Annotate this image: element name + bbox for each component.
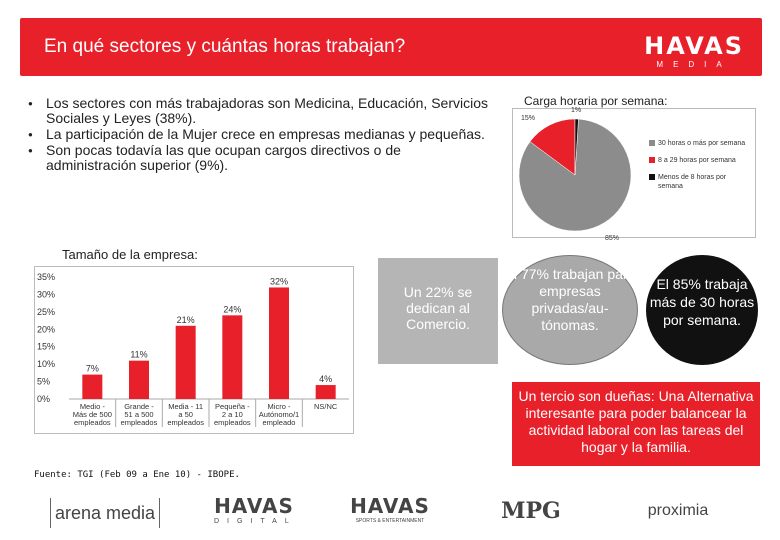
bar-data-label: 21% xyxy=(177,315,195,325)
bar xyxy=(315,385,336,399)
pie-chart-panel: Carga horaria por semana: 15% 1% 85% 30 … xyxy=(510,92,756,244)
y-tick-label: 5% xyxy=(37,377,50,387)
legend-label: 30 horas o más por semana xyxy=(658,140,746,147)
pie-chart xyxy=(518,118,632,232)
footer-logos: arena media HAVAS DIGITAL HAVAS SPORTS &… xyxy=(0,492,780,532)
x-category-label: Media - 11 xyxy=(168,402,203,411)
legend-swatch xyxy=(649,174,655,180)
bar-chart-section: 35% 30% 25% 20% 15% 10% 5% 0% 7% Medio - Más de 50… xyxy=(34,244,354,434)
pie-slice xyxy=(574,118,579,176)
legend-item: Menos de 8 horas por semana xyxy=(649,173,749,191)
bar xyxy=(82,374,103,399)
legend-item: 30 horas o más por semana xyxy=(649,139,749,148)
y-tick-label: 0% xyxy=(37,394,50,404)
x-category-label: Grande - xyxy=(124,402,154,411)
x-category-label: Autónomo/1 xyxy=(259,410,299,419)
pie-legend: 30 horas o más por semana 8 a 29 horas p… xyxy=(649,139,749,199)
bullet-item: Son pocas todavía las que ocupan cargos … xyxy=(28,143,488,173)
page-title: En qué sectores y cuántas horas trabajan… xyxy=(44,36,406,57)
x-category-label: Pequeña - xyxy=(215,402,250,411)
y-tick-label: 30% xyxy=(37,289,55,299)
proximia-logo: proximia xyxy=(647,502,709,519)
y-tick-label: 25% xyxy=(37,307,55,317)
havas-sports-main: HAVAS xyxy=(350,494,430,518)
legend-swatch xyxy=(649,157,655,163)
bar-data-label: 24% xyxy=(223,304,241,314)
bar-data-label: 32% xyxy=(270,276,288,286)
title-banner: En qué sectores y cuántas horas trabajan… xyxy=(20,18,762,76)
media-logo-text: MEDIA xyxy=(656,60,732,69)
x-category-label: empleado xyxy=(263,418,296,427)
havas-media-logo: HAVAS MEDIA xyxy=(644,32,744,69)
havas-logo-text: HAVAS xyxy=(644,32,744,60)
y-tick-label: 10% xyxy=(37,359,55,369)
bar-chart: 35% 30% 25% 20% 15% 10% 5% 0% 7% Medio -Más de 50… xyxy=(37,272,349,427)
private-companies-callout: El 77% trabajan para empresas privadas/a… xyxy=(502,255,638,365)
pie-label-15: 15% xyxy=(521,115,536,122)
legend-label: 8 a 29 horas por semana xyxy=(658,157,736,164)
bar xyxy=(222,315,243,399)
legend-item: 8 a 29 horas por semana xyxy=(649,156,749,165)
pie-chart-title: Carga horaria por semana: xyxy=(524,94,668,108)
x-category-label: Medio - xyxy=(80,402,106,411)
legend-label: Menos de 8 horas por semana xyxy=(658,174,727,190)
bullet-list: Los sectores con más trabajadoras son Me… xyxy=(28,96,488,174)
havas-sports-sub: SPORTS & ENTERTAINMENT xyxy=(355,518,425,524)
x-category-label: empleados xyxy=(214,418,251,427)
bar-data-label: 4% xyxy=(319,374,332,384)
bar-data-label: 7% xyxy=(86,364,99,374)
x-category-label: empleados xyxy=(167,418,204,427)
pie-chart-box: 15% 1% 85% 30 horas o más por semana 8 a… xyxy=(512,107,756,242)
y-tick-label: 15% xyxy=(37,342,55,352)
x-category-label: a 50 xyxy=(178,410,193,419)
bullet-item: La participación de la Mujer crece en em… xyxy=(28,127,488,143)
commerce-callout: Un 22% se dedican al Comercio. xyxy=(378,258,498,364)
x-category-label: 2 a 10 xyxy=(222,410,243,419)
x-category-label: empleados xyxy=(74,418,111,427)
havas-digital-logo: HAVAS DIGITAL xyxy=(214,494,294,525)
bar-data-label: 11% xyxy=(130,350,147,360)
hours-callout: El 85% trabaja más de 30 horas por seman… xyxy=(646,255,758,365)
havas-digital-main: HAVAS xyxy=(214,494,294,518)
y-tick-label: 35% xyxy=(37,272,55,282)
mpg-logo: MPG xyxy=(501,498,561,524)
y-tick-label: 20% xyxy=(37,324,55,334)
pie-label-1: 1% xyxy=(571,107,582,114)
source-note: Fuente: TGI (Feb 09 a Ene 10) - IBOPE. xyxy=(34,470,240,480)
owners-callout: Un tercio son dueñas: Una Alternativa in… xyxy=(512,382,760,466)
bar xyxy=(129,360,149,399)
x-category-label: NS/NC xyxy=(314,402,338,411)
bullet-item: Los sectores con más trabajadoras son Me… xyxy=(28,96,488,126)
bar xyxy=(269,287,289,399)
bar-chart-title: Tamaño de la empresa: xyxy=(60,247,200,262)
pie-label-85: 85% xyxy=(605,235,620,242)
arena-media-logo: arena media xyxy=(50,498,160,528)
x-category-label: Más de 500 xyxy=(73,410,112,419)
bar-chart-box: 35% 30% 25% 20% 15% 10% 5% 0% 7% Medio - Más de 50… xyxy=(34,266,354,434)
pie-slice xyxy=(529,118,576,176)
havas-sports-logo: HAVAS SPORTS & ENTERTAINMENT xyxy=(348,494,432,524)
legend-swatch xyxy=(649,140,655,146)
x-category-label: empleados xyxy=(121,418,158,427)
x-category-label: Micro - xyxy=(268,402,291,411)
havas-digital-sub: DIGITAL xyxy=(214,518,297,525)
x-category-label: 51 a 500 xyxy=(124,410,153,419)
bar xyxy=(175,325,196,399)
